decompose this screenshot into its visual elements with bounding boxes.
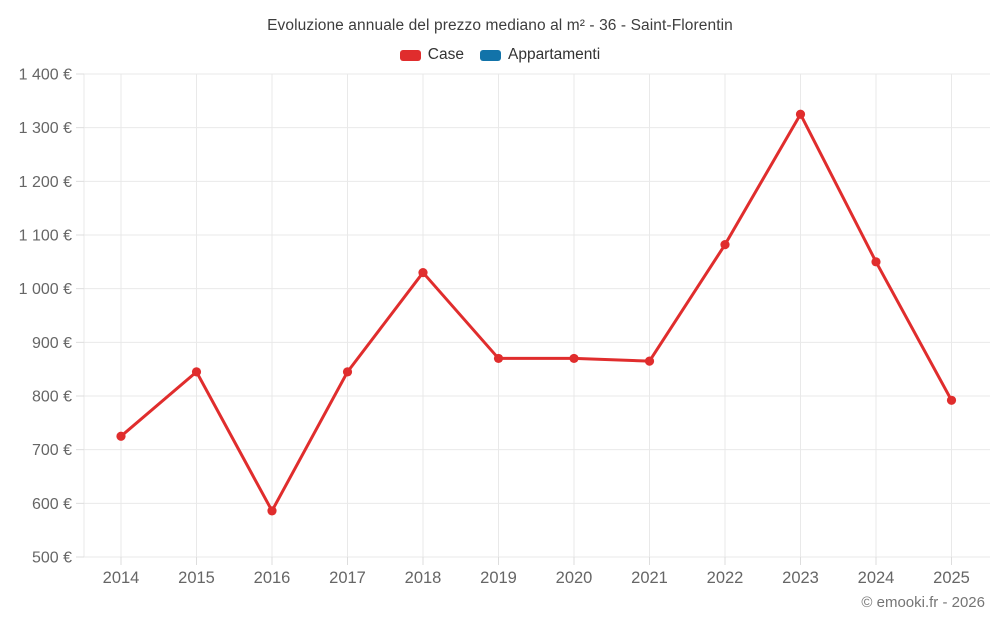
y-tick-label: 1 300 € bbox=[19, 120, 72, 137]
data-point-case-2019[interactable] bbox=[493, 353, 504, 364]
y-tick-label: 700 € bbox=[32, 442, 72, 459]
x-tick-label: 2022 bbox=[707, 569, 744, 587]
data-point-case-2024[interactable] bbox=[871, 257, 881, 267]
data-point-case-2017[interactable] bbox=[342, 367, 353, 377]
data-point-case-2016[interactable] bbox=[267, 506, 277, 516]
data-point-case-2014[interactable] bbox=[116, 431, 126, 441]
data-point-case-2023[interactable] bbox=[795, 109, 806, 119]
y-tick-label: 1 100 € bbox=[19, 228, 72, 245]
x-tick-label: 2023 bbox=[782, 569, 819, 587]
data-point-case-2021[interactable] bbox=[644, 356, 655, 366]
data-point-case-2015[interactable] bbox=[191, 367, 202, 377]
legend-label: Case bbox=[427, 46, 464, 63]
y-tick-label: 1 200 € bbox=[19, 174, 72, 191]
y-tick-label: 600 € bbox=[32, 496, 72, 513]
legend-swatch-appartamenti bbox=[479, 49, 501, 61]
x-tick-label: 2025 bbox=[933, 569, 970, 587]
legend-swatch-case bbox=[399, 49, 421, 61]
legend-item-appartamenti[interactable]: Appartamenti bbox=[479, 46, 601, 64]
watermark-credit: © emooki.fr - 2026 bbox=[861, 594, 985, 611]
series-line-case bbox=[119, 112, 953, 513]
legend-label: Appartamenti bbox=[507, 46, 601, 63]
x-tick-label: 2019 bbox=[480, 569, 517, 587]
x-tick-label: 2021 bbox=[631, 569, 668, 587]
y-tick-label: 800 € bbox=[32, 389, 72, 406]
chart-title: Evoluzione annuale del prezzo mediano al… bbox=[267, 17, 733, 34]
x-tick-label: 2018 bbox=[405, 569, 442, 587]
x-tick-label: 2015 bbox=[178, 569, 215, 587]
x-tick-label: 2017 bbox=[329, 569, 366, 587]
x-tick-label: 2024 bbox=[858, 569, 895, 587]
legend-item-case[interactable]: Case bbox=[399, 46, 464, 64]
y-tick-label: 900 € bbox=[32, 335, 72, 352]
data-point-case-2020[interactable] bbox=[569, 353, 579, 364]
y-tick-label: 1 000 € bbox=[19, 281, 72, 298]
x-tick-label: 2020 bbox=[556, 569, 593, 587]
data-point-case-2018[interactable] bbox=[418, 267, 428, 278]
chart-legend: Case Appartamenti bbox=[0, 46, 1000, 64]
x-tick-label: 2014 bbox=[103, 569, 140, 587]
data-point-case-2022[interactable] bbox=[720, 240, 730, 250]
x-tick-label: 2016 bbox=[254, 569, 291, 587]
y-tick-label: 1 400 € bbox=[19, 67, 72, 84]
data-point-case-2025[interactable] bbox=[946, 395, 957, 405]
y-tick-label: 500 € bbox=[32, 550, 72, 567]
